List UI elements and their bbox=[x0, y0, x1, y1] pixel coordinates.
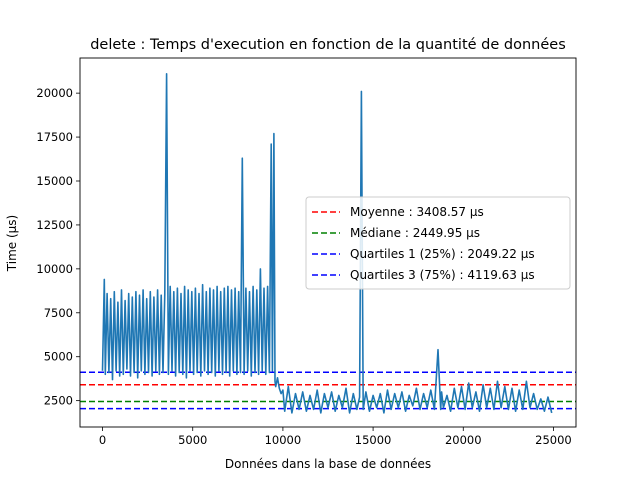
x-axis-label: Données dans la base de données bbox=[225, 457, 431, 471]
x-tick-label: 15000 bbox=[355, 433, 392, 447]
x-tick-label: 25000 bbox=[535, 433, 572, 447]
y-tick-label: 20000 bbox=[36, 86, 73, 100]
y-tick-label: 2500 bbox=[44, 394, 73, 408]
y-tick-label: 15000 bbox=[36, 174, 73, 188]
plot-frame bbox=[79, 57, 577, 428]
legend-label: Quartiles 1 (25%) : 2049.22 µs bbox=[350, 247, 535, 261]
legend-box bbox=[305, 196, 571, 290]
y-axis-label: Time (µs) bbox=[5, 215, 19, 272]
x-tick-label: 20000 bbox=[445, 433, 482, 447]
plot-series-group bbox=[101, 73, 553, 414]
x-tick-label: 5000 bbox=[178, 433, 207, 447]
y-axis: 2500 5000 7500 10000 12500 15000 17500 20000 bbox=[36, 86, 80, 408]
series-line bbox=[101, 73, 553, 414]
x-tick-label: 10000 bbox=[265, 433, 302, 447]
legend: Moyenne : 3408.57 µs Médiane : 2449.95 µs… bbox=[305, 196, 571, 290]
y-tick-label: 12500 bbox=[36, 218, 73, 232]
legend-label: Moyenne : 3408.57 µs bbox=[350, 205, 484, 219]
legend-label: Quartiles 3 (75%) : 4119.63 µs bbox=[350, 268, 535, 282]
y-tick-label: 7500 bbox=[44, 306, 73, 320]
y-tick-label: 5000 bbox=[44, 350, 73, 364]
x-axis: 0 5000 10000 15000 20000 25000 bbox=[99, 427, 572, 447]
y-tick-label: 17500 bbox=[36, 130, 73, 144]
chart-title: delete : Temps d'execution en fonction d… bbox=[90, 37, 566, 53]
legend-label: Médiane : 2449.95 µs bbox=[350, 226, 480, 240]
x-tick-label: 0 bbox=[99, 433, 106, 447]
y-tick-label: 10000 bbox=[36, 262, 73, 276]
